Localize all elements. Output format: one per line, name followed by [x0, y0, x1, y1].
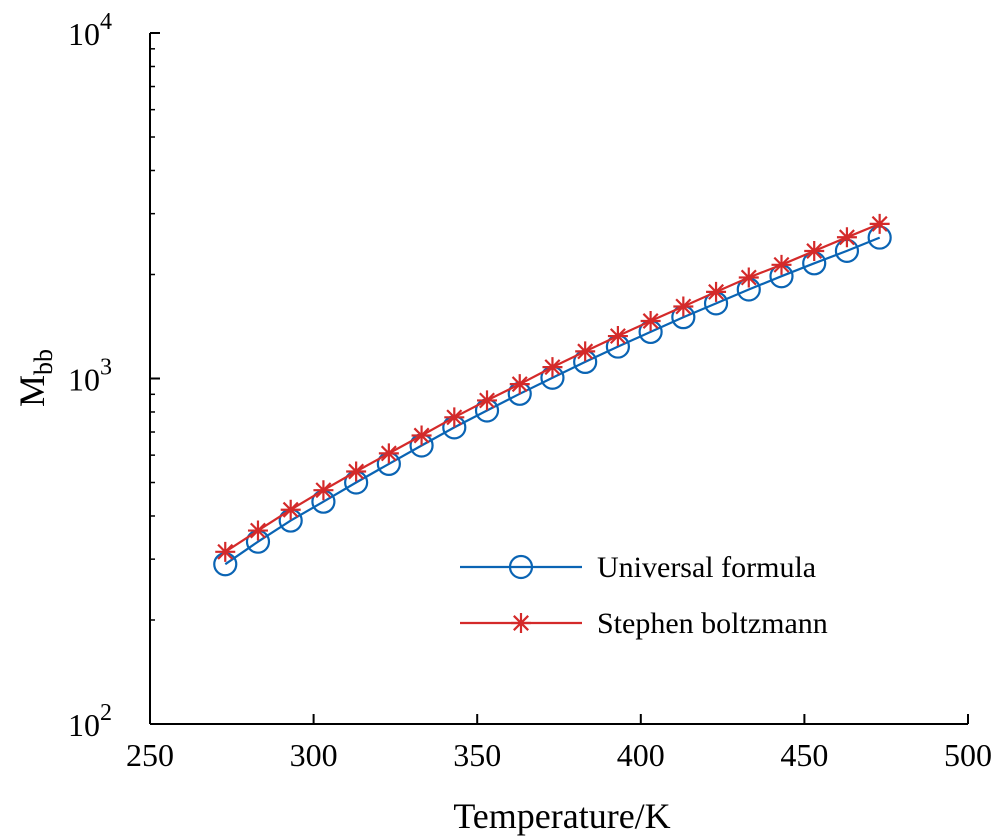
y-axis-title: Mbb [12, 349, 58, 407]
data-point [477, 390, 498, 411]
plot-area [213, 213, 892, 577]
data-point [804, 241, 825, 261]
legend-marker [511, 613, 531, 633]
legend: Universal formula Stephen boltzmann [460, 551, 828, 640]
y-tick-label: 104 [68, 9, 112, 52]
legend-label: Stephen boltzmann [597, 607, 828, 640]
series-stephen-boltzmann [215, 213, 890, 562]
data-point [771, 254, 792, 275]
x-tick-label: 400 [617, 737, 665, 773]
data-point [542, 357, 563, 378]
data-point [607, 326, 628, 347]
x-axis: 250 300 350 400 450 500 [126, 714, 992, 773]
data-point [280, 499, 301, 520]
x-tick-label: 250 [126, 737, 174, 773]
y-axis: 102 103 104 [68, 9, 160, 743]
series-universal-formula [213, 225, 892, 577]
data-point [444, 407, 465, 428]
data-point [738, 267, 759, 288]
x-tick-label: 450 [780, 737, 828, 773]
data-point [509, 374, 530, 395]
x-tick-label: 300 [290, 737, 338, 773]
data-point [836, 227, 857, 248]
x-tick-label: 350 [453, 737, 501, 773]
data-point [215, 541, 236, 562]
data-point [378, 443, 399, 464]
data-point [346, 461, 367, 482]
y-axis-title-subscript: bb [29, 349, 58, 375]
y-tick-label: 103 [68, 355, 112, 398]
data-point [247, 520, 268, 541]
x-tick-label: 500 [944, 737, 992, 773]
data-point [575, 341, 596, 362]
y-tick-label: 102 [68, 700, 112, 743]
data-point [706, 281, 727, 302]
legend-label: Universal formula [597, 551, 816, 584]
data-point [640, 310, 661, 331]
data-point [869, 213, 890, 234]
legend-marker [508, 554, 534, 580]
y-axis-title-base: M [12, 375, 52, 407]
data-point [673, 296, 694, 317]
x-axis-title: Temperature/K [453, 796, 670, 836]
data-point [313, 480, 334, 501]
data-point [411, 425, 432, 446]
